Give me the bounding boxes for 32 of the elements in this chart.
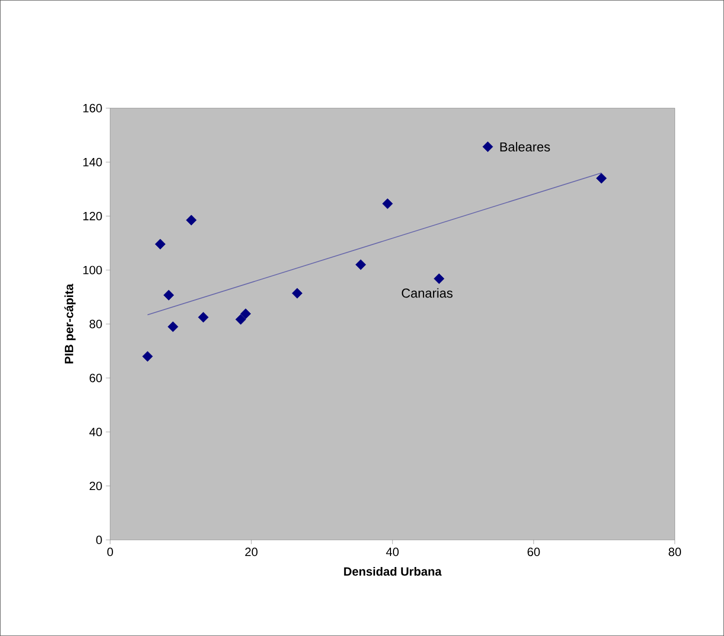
point: [186, 214, 197, 226]
point: [355, 259, 366, 270]
y-tick-label: 120: [83, 212, 102, 220]
point: [198, 312, 209, 323]
y-tick-label: 0: [96, 536, 102, 544]
y-tick-label: 60: [90, 374, 102, 382]
x-tick-label: 60: [528, 548, 540, 556]
point: [240, 308, 251, 320]
y-tick-label: 100: [83, 266, 102, 274]
y-tick-label: 40: [89, 428, 102, 436]
y-tick-label: 80: [90, 320, 102, 328]
y-tick-label: 140: [83, 158, 102, 166]
annotation: Canarias: [402, 288, 453, 298]
point: [163, 290, 174, 300]
point: [168, 321, 178, 332]
point: [434, 273, 444, 284]
x-tick-label: 40: [386, 548, 399, 556]
point: [142, 351, 153, 362]
x-tick-label: 80: [668, 548, 682, 556]
y-tick-label: 160: [83, 104, 102, 112]
point: [235, 314, 246, 325]
point: [382, 198, 393, 209]
point: [292, 288, 302, 299]
annotation: Baleares: [500, 142, 550, 152]
point: [482, 141, 494, 152]
point: [154, 238, 166, 250]
y-axis-title: PIB per-cápita: [64, 284, 76, 364]
x-axis-title: Densidad Urbana: [344, 566, 442, 576]
y-tick-label: 20: [90, 482, 102, 490]
x-tick-label: 0: [107, 548, 113, 556]
x-tick-label: 20: [245, 548, 258, 556]
point: [596, 172, 607, 184]
